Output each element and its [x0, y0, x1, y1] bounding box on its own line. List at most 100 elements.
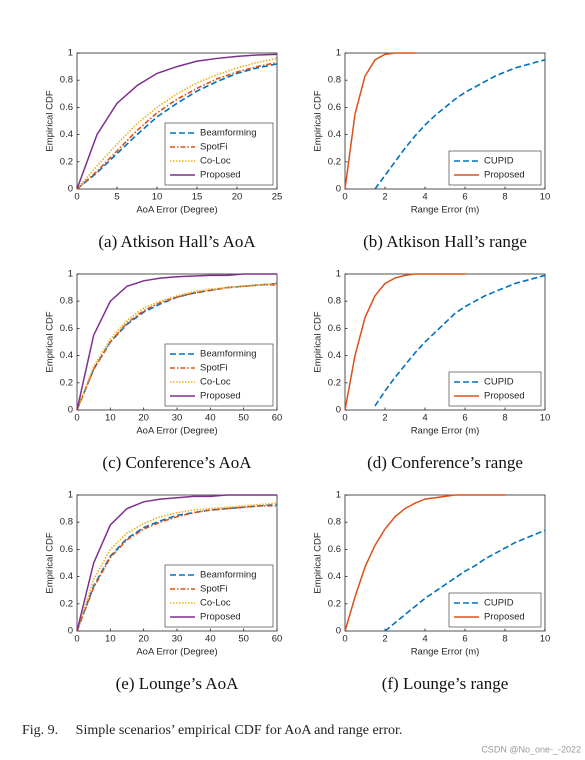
x-tick-label: 4 — [422, 192, 427, 203]
legend-label: Co-Loc — [200, 377, 231, 388]
legend-label: SpotFi — [200, 363, 227, 374]
x-tick-label: 8 — [502, 192, 507, 203]
series-line — [76, 494, 277, 632]
x-tick-label: 60 — [272, 413, 283, 424]
legend-label: CUPID — [484, 156, 514, 167]
legend-label: Proposed — [484, 391, 525, 402]
y-tick-label: 0.8 — [328, 75, 341, 86]
x-tick-label: 50 — [238, 413, 249, 424]
y-tick-label: 0.8 — [60, 75, 73, 86]
x-tick-label: 2 — [382, 634, 387, 645]
y-tick-label: 0.4 — [60, 571, 73, 582]
y-axis-label: Empirical CDF — [313, 532, 324, 593]
x-tick-label: 30 — [172, 634, 183, 645]
series-line — [76, 505, 277, 632]
x-tick-label: 10 — [540, 192, 551, 203]
legend-label: Proposed — [484, 170, 525, 181]
series-line — [374, 59, 546, 190]
y-tick-label: 0.4 — [328, 129, 341, 140]
figure-caption: Fig. 9. Simple scenarios’ empirical CDF … — [22, 723, 402, 738]
y-tick-label: 0 — [68, 405, 73, 416]
y-tick-label: 1 — [68, 490, 73, 501]
series-line — [344, 494, 505, 632]
legend-label: Proposed — [200, 391, 241, 402]
legend-box — [448, 592, 542, 628]
y-tick-label: 0 — [336, 184, 341, 195]
series-line — [344, 52, 415, 190]
y-tick-label: 0.6 — [60, 323, 73, 334]
y-tick-label: 0.6 — [328, 323, 341, 334]
watermark: CSDN @No_one-_-2022 — [481, 744, 581, 754]
x-tick-label: 0 — [74, 634, 79, 645]
y-tick-label: 0.4 — [60, 129, 73, 140]
x-tick-label: 10 — [152, 192, 163, 203]
legend-label: Proposed — [200, 612, 241, 623]
x-axis-label: Range Error (m) — [411, 205, 480, 216]
series-line — [76, 57, 278, 190]
series-line — [76, 61, 278, 190]
series-line — [76, 284, 277, 411]
x-tick-label: 2 — [382, 192, 387, 203]
series-line — [76, 273, 277, 411]
x-tick-label: 6 — [462, 413, 467, 424]
x-tick-label: 10 — [540, 634, 551, 645]
y-tick-label: 0.8 — [60, 517, 73, 528]
x-tick-label: 30 — [172, 413, 183, 424]
y-tick-label: 0.2 — [328, 598, 341, 609]
subfigure-caption: (c) Conference’s AoA — [102, 453, 252, 472]
legend-label: Co-Loc — [200, 598, 231, 609]
x-tick-label: 10 — [105, 413, 116, 424]
x-tick-label: 40 — [205, 634, 216, 645]
x-tick-label: 4 — [422, 413, 427, 424]
y-tick-label: 0.2 — [60, 156, 73, 167]
y-tick-label: 0.2 — [328, 156, 341, 167]
subfigure-caption: (e) Lounge’s AoA — [116, 674, 239, 693]
x-tick-label: 10 — [540, 413, 551, 424]
y-tick-label: 0.8 — [328, 296, 341, 307]
y-axis-label: Empirical CDF — [313, 311, 324, 372]
legend-box — [448, 371, 542, 407]
x-tick-label: 10 — [105, 634, 116, 645]
y-tick-label: 0.2 — [60, 377, 73, 388]
series-line — [76, 502, 278, 632]
legend-box — [448, 150, 542, 186]
x-axis-label: AoA Error (Degree) — [136, 426, 217, 437]
y-tick-label: 1 — [68, 269, 73, 280]
x-tick-label: 20 — [138, 634, 149, 645]
legend-label: Beamforming — [200, 349, 257, 360]
y-tick-label: 0 — [336, 626, 341, 637]
subfigure-caption: (a) Atkison Hall’s AoA — [98, 232, 256, 251]
series-line — [76, 53, 278, 190]
y-axis-label: Empirical CDF — [45, 311, 56, 372]
y-tick-label: 0.4 — [328, 350, 341, 361]
x-axis-label: AoA Error (Degree) — [136, 205, 217, 216]
x-tick-label: 8 — [502, 634, 507, 645]
x-tick-label: 2 — [382, 413, 387, 424]
y-tick-label: 0.6 — [60, 102, 73, 113]
series-line — [76, 63, 278, 190]
y-tick-label: 0.4 — [328, 571, 341, 582]
legend-label: Proposed — [484, 612, 525, 623]
legend-label: Beamforming — [200, 570, 257, 581]
x-tick-label: 20 — [138, 413, 149, 424]
x-tick-label: 4 — [422, 634, 427, 645]
x-tick-label: 0 — [342, 634, 347, 645]
y-tick-label: 0.6 — [328, 102, 341, 113]
y-tick-label: 0.8 — [328, 517, 341, 528]
y-axis-label: Empirical CDF — [45, 532, 56, 593]
y-tick-label: 1 — [68, 48, 73, 59]
x-tick-label: 5 — [114, 192, 119, 203]
y-tick-label: 0 — [68, 184, 73, 195]
x-tick-label: 25 — [272, 192, 283, 203]
x-tick-label: 0 — [342, 413, 347, 424]
legend-label: Proposed — [200, 170, 241, 181]
y-tick-label: 1 — [336, 490, 341, 501]
x-tick-label: 60 — [272, 634, 283, 645]
x-tick-label: 8 — [502, 413, 507, 424]
y-tick-label: 0.2 — [60, 598, 73, 609]
legend-label: CUPID — [484, 377, 514, 388]
x-axis-label: Range Error (m) — [411, 647, 480, 658]
series-line — [374, 274, 546, 407]
series-line — [384, 529, 546, 632]
